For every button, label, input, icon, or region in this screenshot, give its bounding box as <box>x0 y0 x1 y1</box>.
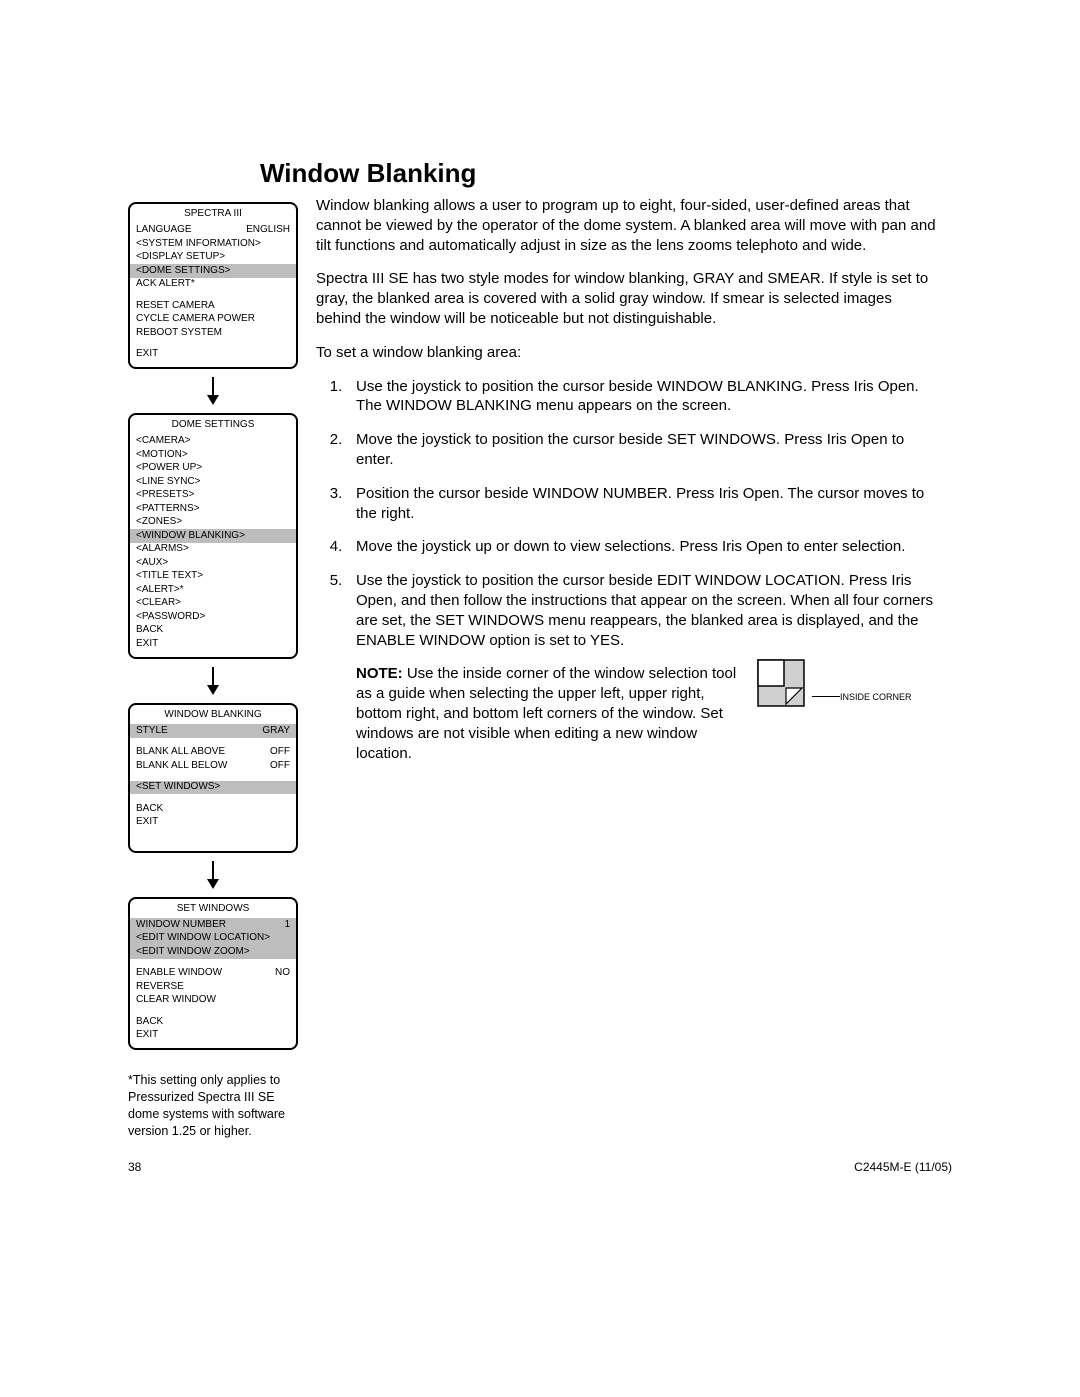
leader-line <box>812 696 840 697</box>
intro-paragraph: Spectra III SE has two style modes for w… <box>316 269 936 328</box>
step-number: 5. <box>316 571 356 650</box>
lead-in: To set a window blanking area: <box>316 343 936 363</box>
menu-row: BACK <box>136 802 290 816</box>
menu-body: WINDOW NUMBER1 <EDIT WINDOW LOCATION> <E… <box>130 918 296 1048</box>
menu-body: STYLEGRAY BLANK ALL ABOVEOFF BLANK ALL B… <box>130 724 296 835</box>
menu-row: <POWER UP> <box>136 462 290 476</box>
steps-list: 1.Use the joystick to position the curso… <box>316 377 936 651</box>
menu-row: <TITLE TEXT> <box>136 570 290 584</box>
menu-row: <ALERT>* <box>136 583 290 597</box>
menu-row: <ZONES> <box>136 516 290 530</box>
menu-row: ENABLE WINDOWNO <box>136 967 290 981</box>
corner-diagram: INSIDE CORNER <box>756 664 936 734</box>
menu-row-highlighted: <DOME SETTINGS> <box>130 264 296 278</box>
step-text: Move the joystick to position the cursor… <box>356 430 936 470</box>
menu-row: BLANK ALL ABOVEOFF <box>136 746 290 760</box>
menu-column: SPECTRA III LANGUAGEENGLISH <SYSTEM INFO… <box>128 202 298 1050</box>
menu-row: <CAMERA> <box>136 435 290 449</box>
menu-row: <PASSWORD> <box>136 610 290 624</box>
step: 5.Use the joystick to position the curso… <box>316 571 936 650</box>
menu-row: REBOOT SYSTEM <box>136 326 290 340</box>
menu-row-highlighted: <EDIT WINDOW LOCATION> <box>130 932 296 946</box>
menu-row: EXIT <box>136 637 290 651</box>
note-text: NOTE: Use the inside corner of the windo… <box>356 664 740 763</box>
menu-title: DOME SETTINGS <box>130 415 296 435</box>
menu-title: SET WINDOWS <box>130 899 296 919</box>
note-label: NOTE: <box>356 665 403 682</box>
document-page: Window Blanking SPECTRA III LANGUAGEENGL… <box>0 0 1080 1397</box>
corner-label: INSIDE CORNER <box>840 692 912 704</box>
step: 1.Use the joystick to position the curso… <box>316 377 936 417</box>
menu-row: CLEAR WINDOW <box>136 994 290 1008</box>
menu-row: EXIT <box>136 348 290 362</box>
menu-body: <CAMERA> <MOTION> <POWER UP> <LINE SYNC>… <box>130 435 296 657</box>
step-number: 3. <box>316 484 356 524</box>
menu-row: <SYSTEM INFORMATION> <box>136 237 290 251</box>
menu-row: <AUX> <box>136 556 290 570</box>
step-number: 2. <box>316 430 356 470</box>
step-number: 1. <box>316 377 356 417</box>
menu-dome-settings: DOME SETTINGS <CAMERA> <MOTION> <POWER U… <box>128 413 298 659</box>
menu-row: BACK <box>136 1015 290 1029</box>
corner-shape-icon <box>756 658 826 728</box>
page-title: Window Blanking <box>260 158 476 189</box>
step: 4.Move the joystick up or down to view s… <box>316 537 936 557</box>
footnote: *This setting only applies to Pressurize… <box>128 1072 308 1140</box>
menu-row: EXIT <box>136 1029 290 1043</box>
arrow-down-icon <box>128 377 298 405</box>
menu-row: <DISPLAY SETUP> <box>136 251 290 265</box>
menu-row: BLANK ALL BELOWOFF <box>136 759 290 773</box>
menu-row-highlighted: <EDIT WINDOW ZOOM> <box>130 945 296 959</box>
menu-set-windows: SET WINDOWS WINDOW NUMBER1 <EDIT WINDOW … <box>128 897 298 1051</box>
page-number: 38 <box>128 1160 141 1174</box>
intro-paragraph: Window blanking allows a user to program… <box>316 196 936 255</box>
menu-row-highlighted: <WINDOW BLANKING> <box>130 529 296 543</box>
menu-row-highlighted: STYLEGRAY <box>130 724 296 738</box>
menu-row: REVERSE <box>136 980 290 994</box>
body-text: Window blanking allows a user to program… <box>316 196 936 763</box>
menu-body: LANGUAGEENGLISH <SYSTEM INFORMATION> <DI… <box>130 224 296 368</box>
menu-row: LANGUAGEENGLISH <box>136 224 290 238</box>
step: 3.Position the cursor beside WINDOW NUMB… <box>316 484 936 524</box>
menu-title: SPECTRA III <box>130 204 296 224</box>
step-text: Use the joystick to position the cursor … <box>356 571 936 650</box>
document-id: C2445M-E (11/05) <box>854 1160 952 1174</box>
step-text: Position the cursor beside WINDOW NUMBER… <box>356 484 936 524</box>
menu-spectra: SPECTRA III LANGUAGEENGLISH <SYSTEM INFO… <box>128 202 298 369</box>
menu-row-highlighted: WINDOW NUMBER1 <box>130 918 296 932</box>
menu-row: RESET CAMERA <box>136 299 290 313</box>
note-body: Use the inside corner of the window sele… <box>356 665 736 761</box>
menu-window-blanking: WINDOW BLANKING STYLEGRAY BLANK ALL ABOV… <box>128 703 298 853</box>
menu-row-highlighted: <SET WINDOWS> <box>130 781 296 795</box>
menu-row: <PRESETS> <box>136 489 290 503</box>
menu-row: CYCLE CAMERA POWER <box>136 313 290 327</box>
step-text: Use the joystick to position the cursor … <box>356 377 936 417</box>
menu-row: EXIT <box>136 816 290 830</box>
menu-row: BACK <box>136 624 290 638</box>
menu-row: <CLEAR> <box>136 597 290 611</box>
step-number: 4. <box>316 537 356 557</box>
step-text: Move the joystick up or down to view sel… <box>356 537 936 557</box>
arrow-down-icon <box>128 667 298 695</box>
menu-row: ACK ALERT* <box>136 278 290 292</box>
menu-title: WINDOW BLANKING <box>130 705 296 725</box>
menu-row: <PATTERNS> <box>136 502 290 516</box>
arrow-down-icon <box>128 861 298 889</box>
step: 2.Move the joystick to position the curs… <box>316 430 936 470</box>
menu-row: <MOTION> <box>136 448 290 462</box>
menu-row: <LINE SYNC> <box>136 475 290 489</box>
note-block: NOTE: Use the inside corner of the windo… <box>356 664 936 763</box>
menu-row: <ALARMS> <box>136 543 290 557</box>
